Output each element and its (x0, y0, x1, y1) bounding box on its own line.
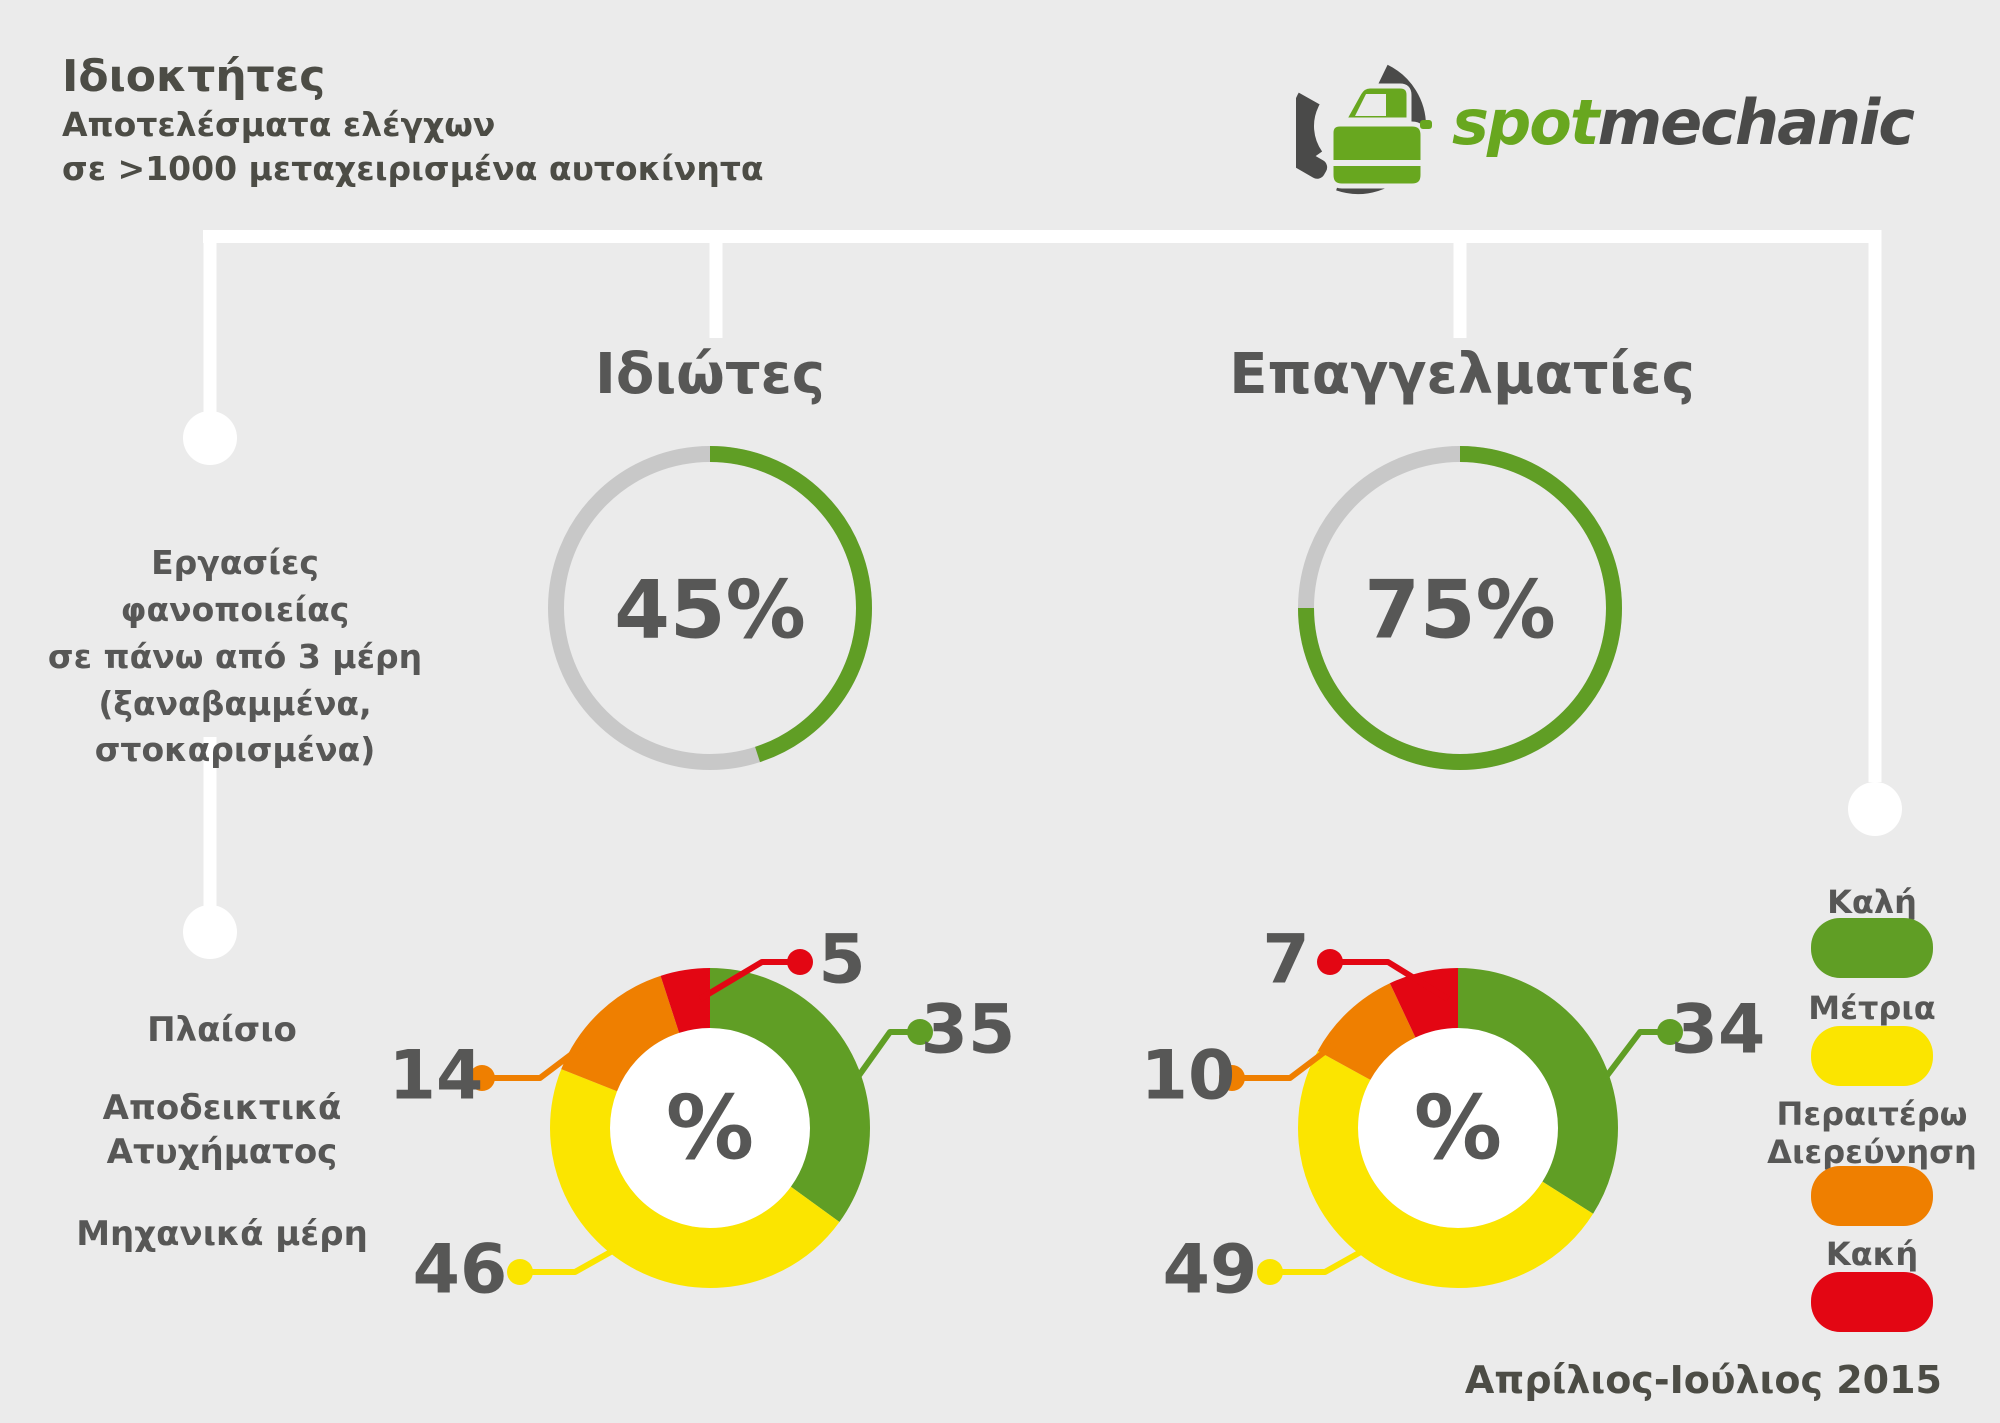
page-subtitle-line2: σε >1000 μεταχειρισμένα αυτοκίνητα (62, 149, 764, 189)
header-block: Ιδιοκτήτες Αποτελέσματα ελέγχων σε >1000… (62, 51, 764, 192)
callout-value-bad-private: 5 (818, 920, 866, 1000)
legend-swatch-medium (1811, 1026, 1933, 1086)
callout-value-bad-professional: 7 (1262, 920, 1310, 1000)
ring-value-private: 45% (614, 563, 806, 657)
callout-value-medium-professional: 49 (1162, 1230, 1258, 1310)
legend-label-good: Καλή (1827, 883, 1917, 921)
ring-chart-professional (1298, 446, 1622, 770)
callout-value-investigate-professional: 10 (1140, 1036, 1236, 1116)
logo-car-window (1355, 94, 1386, 116)
category-label-mechanical-parts: Μηχανικά μέρη (76, 1214, 368, 1254)
legend-label-medium: Μέτρια (1808, 989, 1936, 1027)
page-title: Ιδιοκτήτες (62, 51, 326, 102)
spotmechanic-logo-icon (1296, 57, 1432, 194)
legend-label-investigate: Περαιτέρω Διερεύνηση (1767, 1095, 1977, 1171)
callout-value-good-professional: 34 (1670, 990, 1766, 1070)
category-label-chassis: Πλαίσιο (147, 1010, 297, 1050)
callout-value-investigate-private: 14 (388, 1036, 484, 1116)
column-heading-private: Ιδιώτες (595, 342, 825, 407)
logo-text-spot: spot (1452, 86, 1600, 159)
ring-chart-private (548, 446, 872, 770)
legend-label-bad: Κακή (1825, 1235, 1919, 1273)
donut-chart-professional (1298, 968, 1618, 1288)
legend-swatch-bad (1811, 1272, 1933, 1332)
row-metric-label: Εργασίες φανοποιείας σε πάνω από 3 μέρη … (47, 543, 423, 770)
date-range-label: Απρίλιος-Ιούλιος 2015 (1464, 1358, 1942, 1402)
donut-center-label-professional: % (1413, 1076, 1503, 1180)
callout-value-medium-private: 46 (412, 1230, 508, 1310)
spotmechanic-logo-text: spotmechanic (1452, 86, 1916, 159)
donut-center-label-private: % (665, 1076, 755, 1180)
column-heading-professional: Επαγγελματίες (1229, 342, 1695, 407)
logo-text-mechanic: mechanic (1597, 86, 1916, 159)
callout-value-good-private: 35 (920, 990, 1016, 1070)
page-subtitle-line1: Αποτελέσματα ελέγχων (62, 104, 496, 144)
legend-swatch-investigate (1811, 1166, 1933, 1226)
category-label-accident-evidence: Αποδεικτικά Ατυχήματος (102, 1088, 342, 1173)
legend-swatch-good (1811, 918, 1933, 978)
ring-value-professional: 75% (1364, 563, 1556, 657)
